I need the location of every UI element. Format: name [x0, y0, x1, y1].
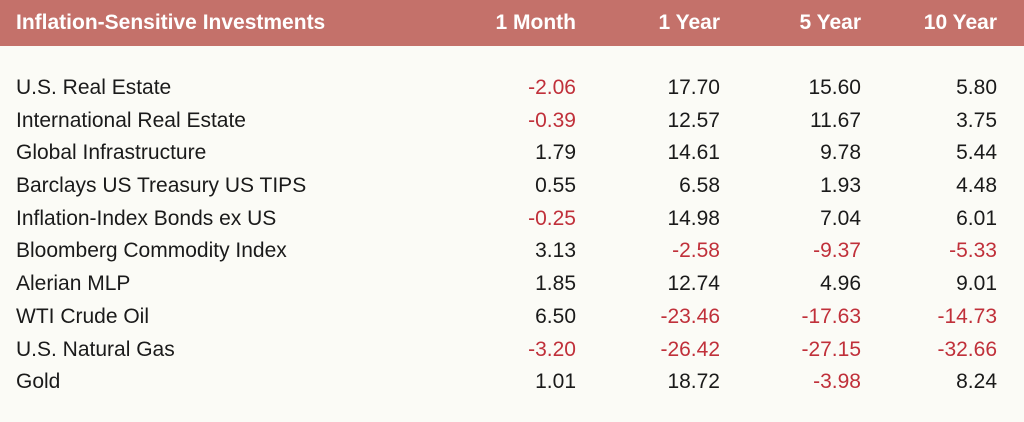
value-cell: -9.37: [813, 239, 861, 263]
row-label: U.S. Real Estate: [16, 76, 172, 99]
value-cell: 12.74: [667, 272, 720, 296]
value-cell: 17.70: [667, 76, 720, 99]
row-label: International Real Estate: [16, 108, 246, 132]
value-cell: 14.98: [667, 206, 720, 230]
value-cell: 4.96: [820, 272, 861, 296]
value-cell: -0.25: [528, 206, 576, 230]
value-cell: 7.04: [820, 206, 861, 230]
row-label: U.S. Natural Gas: [16, 337, 175, 361]
row-label: Barclays US Treasury US TIPS: [16, 174, 307, 198]
value-cell: 6.58: [679, 174, 720, 198]
table-header: Inflation-Sensitive Investments 1 Month …: [0, 0, 1024, 46]
value-cell: 1.85: [535, 272, 576, 296]
value-cell: -14.73: [937, 304, 997, 328]
table-row: Bloomberg Commodity Index 3.13 -2.58 -9.37 -…: [0, 235, 1024, 268]
value-cell: -23.46: [660, 304, 720, 328]
value-cell: 15.60: [808, 76, 861, 99]
row-label: WTI Crude Oil: [16, 304, 150, 328]
table-row: WTI Crude Oil 6.50 -23.46 -17.63 -14.73: [0, 301, 1024, 334]
value-cell: 6.50: [535, 304, 576, 328]
value-cell: 0.55: [535, 174, 576, 198]
value-cell: 3.13: [535, 239, 576, 263]
table-row: Inflation-Index Bonds ex US -0.25 14.98 7.0…: [0, 203, 1024, 236]
value-cell: 1.93: [820, 174, 861, 198]
table-row: U.S. Real Estate -2.06 17.70 15.60 5.80: [0, 72, 1024, 105]
table-row: U.S. Natural Gas -3.20 -26.42 -27.15 -32.66: [0, 334, 1024, 367]
row-label: Bloomberg Commodity Index: [16, 239, 287, 263]
value-cell: 6.01: [956, 206, 997, 230]
value-cell: 5.44: [956, 141, 997, 165]
value-cell: 9.01: [956, 272, 997, 296]
value-cell: 1.01: [535, 370, 576, 394]
row-label: Inflation-Index Bonds ex US: [16, 206, 277, 230]
value-cell: 4.48: [956, 174, 997, 198]
value-cell: 14.61: [667, 141, 720, 165]
value-cell: -3.20: [528, 337, 576, 361]
table-body: U.S. Real Estate -2.06 17.70 15.60 5.80 Inter…: [0, 72, 1024, 399]
column-header-1-month: 1 Month: [495, 11, 576, 34]
value-cell: -32.66: [937, 337, 997, 361]
value-cell: -3.98: [813, 370, 861, 394]
row-label: Global Infrastructure: [16, 141, 207, 165]
value-cell: 11.67: [810, 108, 861, 132]
value-cell: 1.79: [535, 141, 576, 165]
column-header-1-year: 1 Year: [658, 11, 720, 34]
table-row: Global Infrastructure 1.79 14.61 9.78 5.44: [0, 137, 1024, 170]
value-cell: 9.78: [820, 141, 861, 165]
row-label: Gold: [16, 370, 61, 394]
table-row: Barclays US Treasury US TIPS 0.55 6.58 1.93…: [0, 170, 1024, 203]
value-cell: -17.63: [801, 304, 861, 328]
column-header-10-year: 10 Year: [923, 11, 997, 34]
row-label: Alerian MLP: [16, 272, 131, 296]
value-cell: 5.80: [956, 76, 997, 99]
value-cell: 12.57: [667, 108, 720, 132]
value-cell: -27.15: [801, 337, 861, 361]
table-row: Gold 1.01 18.72 -3.98 8.24: [0, 366, 1024, 399]
value-cell: -26.42: [660, 337, 720, 361]
value-cell: -2.58: [672, 239, 720, 263]
value-cell: -5.33: [949, 239, 997, 263]
value-cell: -2.06: [528, 76, 576, 99]
table-title: Inflation-Sensitive Investments: [16, 11, 326, 34]
value-cell: 8.24: [956, 370, 997, 394]
value-cell: 3.75: [956, 108, 997, 132]
value-cell: 18.72: [667, 370, 720, 394]
table-row: International Real Estate -0.39 12.57 11.67…: [0, 105, 1024, 138]
value-cell: -0.39: [528, 108, 576, 132]
column-header-5-year: 5 Year: [799, 11, 861, 34]
table-row: Alerian MLP 1.85 12.74 4.96 9.01: [0, 268, 1024, 301]
